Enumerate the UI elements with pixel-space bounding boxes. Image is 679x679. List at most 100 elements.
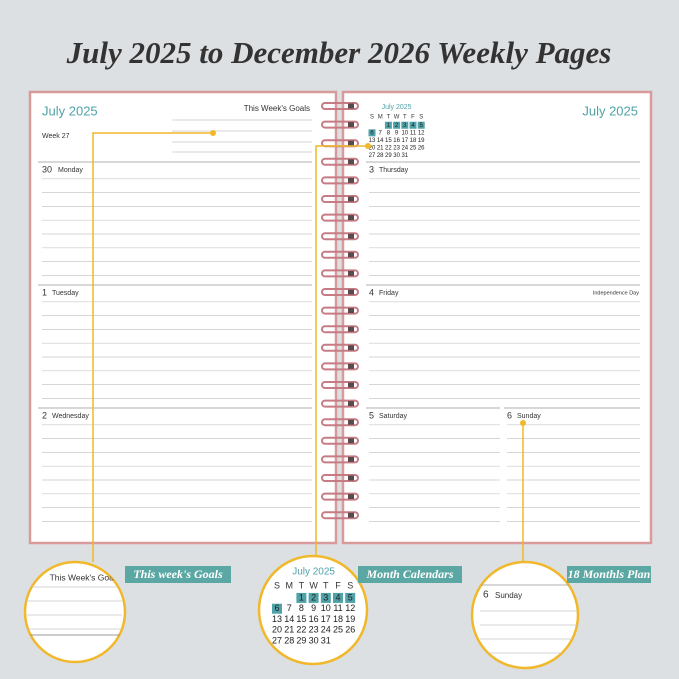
calendar-day: 21 (377, 146, 384, 152)
calendar-day: 29 (385, 153, 392, 159)
ring (321, 176, 359, 185)
calendar-day: 16 (393, 138, 400, 144)
ring (321, 120, 359, 129)
calendar-day: 6 (370, 130, 374, 136)
ring-hole (348, 103, 354, 109)
calendar-day: 20 (272, 625, 282, 635)
calendar-day: 26 (418, 146, 425, 152)
calendar-day: 25 (333, 625, 343, 635)
ring-hole (348, 475, 354, 481)
calendar-day: 11 (333, 603, 342, 613)
calendar-day: 22 (385, 146, 392, 152)
calendar-highlight (409, 121, 417, 129)
left-page (28, 90, 338, 545)
day-name: Wednesday (52, 413, 89, 420)
calendar-highlight (296, 592, 307, 603)
calendar-day: 10 (401, 130, 408, 136)
goals-label: This Week's Goals (244, 104, 310, 113)
calendar-weekday: S (419, 114, 423, 120)
ring (321, 325, 359, 334)
ring-hole (348, 159, 354, 165)
calendar-day: 22 (296, 625, 306, 635)
callout-line (92, 132, 213, 562)
banner-bg (125, 566, 231, 583)
calendar-day: 12 (418, 130, 425, 136)
day-name: Saturday (379, 413, 408, 420)
goals-label: This Week's Goals (50, 572, 120, 582)
calendar-day: 7 (287, 603, 292, 613)
calendar-day: 4 (335, 592, 340, 602)
calendar-day: 6 (274, 603, 279, 613)
calendar-highlight (272, 603, 282, 614)
callout-dot (210, 130, 216, 136)
calendar-day: 15 (296, 614, 306, 624)
calendar-day: 8 (387, 130, 391, 136)
day-name: Thursday (379, 167, 409, 174)
calendar-day: 18 (333, 614, 343, 624)
calendar-day: 18 (410, 138, 417, 144)
ring-hole (348, 512, 354, 518)
calendar-highlight (345, 592, 356, 603)
ring (321, 362, 359, 371)
day-date: 6 (483, 590, 489, 601)
calendar-day: 5 (348, 592, 353, 602)
calendar-highlight (384, 121, 392, 129)
calendar-weekday: S (274, 580, 280, 590)
calendar-day: 9 (311, 603, 316, 613)
ring (321, 306, 359, 315)
calendar-weekday: W (309, 580, 318, 590)
calendar-day: 31 (321, 635, 331, 645)
ring-hole (348, 252, 354, 258)
ring (321, 232, 359, 241)
holiday: Independence Day (593, 290, 639, 296)
ring-hole (348, 177, 354, 183)
month-header: July 2025 (582, 103, 638, 118)
calendar-weekday: F (335, 580, 341, 590)
day-date: 30 (42, 164, 52, 174)
calendar-day: 11 (410, 130, 417, 136)
calendar-day: 9 (395, 130, 399, 136)
calendar-day: 12 (345, 603, 355, 613)
ring-hole (348, 122, 354, 128)
calendar-highlight (393, 121, 401, 129)
day-name: Tuesday (52, 290, 79, 297)
day-date: 2 (42, 410, 47, 420)
calendar-day: 2 (395, 123, 399, 129)
calendar-day: 23 (393, 146, 400, 152)
calendar-day: 26 (345, 625, 355, 635)
calendar-day: 1 (387, 123, 391, 129)
ring (321, 436, 359, 445)
calendar-highlight (417, 121, 425, 129)
zoom-circle (470, 560, 580, 670)
ring (321, 399, 359, 408)
calendar-weekday: W (394, 114, 400, 120)
ring-hole (348, 326, 354, 332)
calendar-day: 30 (393, 153, 400, 159)
calendar-day: 10 (321, 603, 331, 613)
calendar-weekday: F (411, 114, 415, 120)
ring-hole (348, 438, 354, 444)
calendar-day: 24 (321, 625, 331, 635)
ring-hole (348, 140, 354, 146)
day-name: Sunday (517, 413, 541, 420)
day-date: 6 (507, 410, 512, 420)
ring (321, 381, 359, 389)
banner-label: Month Calendars (365, 567, 453, 581)
zoom-circle (257, 554, 369, 666)
calendar-day: 14 (284, 614, 294, 624)
day-name: Sunday (495, 591, 522, 600)
ring-hole (348, 289, 354, 295)
ring-hole (348, 494, 354, 500)
calendar-day: 24 (401, 146, 408, 152)
ring (321, 102, 359, 110)
zoom-goals: This Week's Goals (23, 560, 127, 664)
calendar-day: 27 (272, 635, 282, 645)
ring-hole (348, 196, 354, 202)
calendar-highlight (320, 592, 331, 603)
ring-hole (348, 215, 354, 221)
left-page-content: July 2025 This Week's Goals Week 27 30 Monda… (38, 103, 312, 522)
callout-dot (520, 420, 526, 426)
